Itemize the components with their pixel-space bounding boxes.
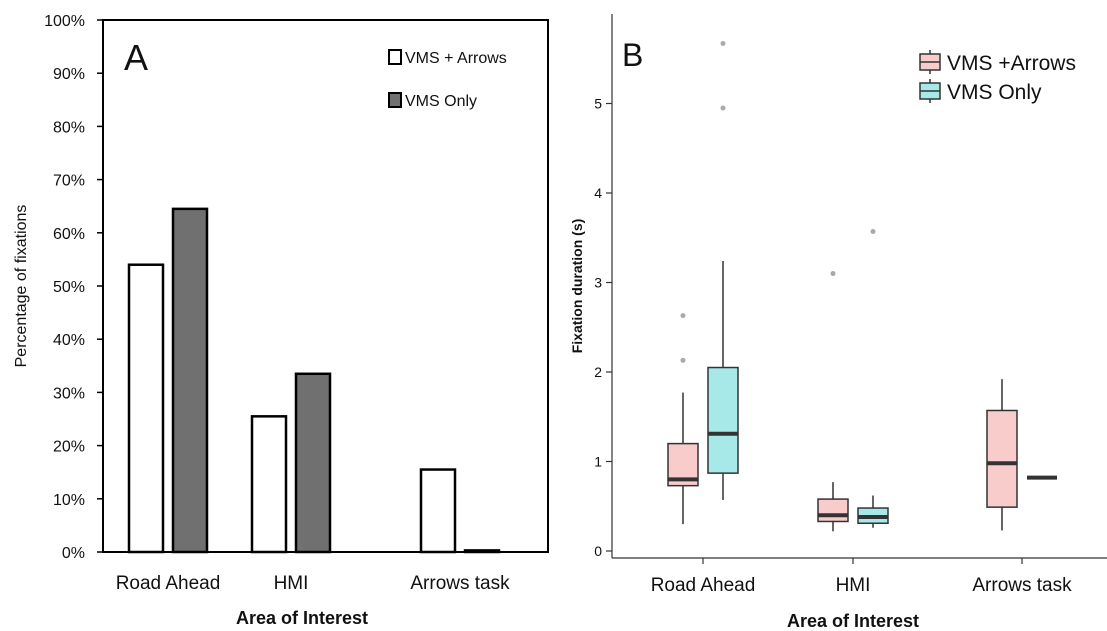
y-axis-ticks-a: 0% 10% 20% 30% 40% 50% 60% 70% 80% 90% 100% xyxy=(44,13,103,562)
y-tick-label-a: 90% xyxy=(53,66,85,83)
outlier-point xyxy=(680,313,686,319)
box-0-2 xyxy=(986,379,1018,531)
box-1-1 xyxy=(857,228,889,528)
outlier-point xyxy=(870,228,876,234)
boxes-b xyxy=(667,41,1057,532)
outlier-point xyxy=(830,271,836,277)
x-axis-label-b: Area of Interest xyxy=(787,611,919,631)
box-body xyxy=(986,409,1018,508)
y-tick-label-a: 30% xyxy=(53,385,85,402)
y-tick-label-a: 100% xyxy=(44,13,85,30)
x-tick-label-b: HMI xyxy=(836,575,871,596)
y-tick-label-a: 70% xyxy=(53,173,85,190)
legend-swatch-a-1 xyxy=(388,92,402,108)
y-axis-label-a: Percentage of fixations xyxy=(13,205,30,368)
y-tick-label-a: 80% xyxy=(53,119,85,136)
bar-0-0 xyxy=(127,263,165,554)
box-0-1 xyxy=(817,271,849,532)
y-tick-label-a: 10% xyxy=(53,492,85,509)
panel-label-a: A xyxy=(124,37,148,78)
x-tick-label-b: Road Ahead xyxy=(651,575,756,596)
y-tick-label-a: 50% xyxy=(53,279,85,296)
box-body xyxy=(817,498,849,523)
y-tick-label-b: 5 xyxy=(594,96,602,112)
y-axis-ticks-b: 0 1 2 3 4 5 xyxy=(594,96,612,559)
legend-swatch-a-0 xyxy=(388,49,402,65)
x-tick-label-a: Road Ahead xyxy=(116,573,221,594)
bar-0-2 xyxy=(419,468,457,554)
bar-1-2 xyxy=(463,549,501,554)
outlier-point xyxy=(720,41,726,47)
box-body xyxy=(707,366,739,474)
y-tick-label-a: 40% xyxy=(53,332,85,349)
legend-a: VMS + Arrows VMS Only xyxy=(388,49,507,110)
bars-a xyxy=(127,207,501,554)
legend-label-b-0: VMS +Arrows xyxy=(947,52,1076,75)
y-tick-label-b: 2 xyxy=(594,364,602,380)
x-tick-label-b: Arrows task xyxy=(972,575,1072,596)
legend-b: VMS +Arrows VMS Only xyxy=(919,50,1076,104)
y-tick-label-b: 3 xyxy=(594,275,602,291)
x-tick-label-a: HMI xyxy=(274,573,309,594)
y-tick-label-b: 0 xyxy=(594,543,602,559)
y-tick-label-a: 0% xyxy=(62,545,85,562)
bar-1-1 xyxy=(294,372,332,554)
box-1-0 xyxy=(707,41,739,500)
bar-1-0 xyxy=(171,207,209,554)
y-tick-label-a: 20% xyxy=(53,439,85,456)
x-axis-label-a: Area of Interest xyxy=(236,608,368,628)
y-tick-label-b: 4 xyxy=(594,185,602,201)
box-0-0 xyxy=(667,313,699,525)
outlier-point xyxy=(720,105,726,111)
x-tick-label-a: Arrows task xyxy=(410,573,510,594)
y-tick-label-a: 60% xyxy=(53,226,85,243)
panel-b: 0 1 2 3 4 5 Road Ahead HMI Arrows task B VMS +A… xyxy=(569,14,1107,631)
legend-label-a-0: VMS + Arrows xyxy=(405,50,507,67)
x-axis-ticks-b: Road Ahead HMI Arrows task xyxy=(651,558,1072,596)
legend-label-b-1: VMS Only xyxy=(947,81,1042,104)
bar-0-1 xyxy=(250,415,288,554)
x-axis-ticks-a: Road Ahead HMI Arrows task xyxy=(116,573,510,594)
y-axis-label-b: Fixation duration (s) xyxy=(569,219,585,354)
y-tick-label-b: 1 xyxy=(594,454,602,470)
panel-a: 0% 10% 20% 30% 40% 50% 60% 70% 80% 90% 100% Road A… xyxy=(13,13,549,628)
panel-label-b: B xyxy=(622,37,643,73)
legend-label-a-1: VMS Only xyxy=(405,93,477,110)
outlier-point xyxy=(680,357,686,363)
